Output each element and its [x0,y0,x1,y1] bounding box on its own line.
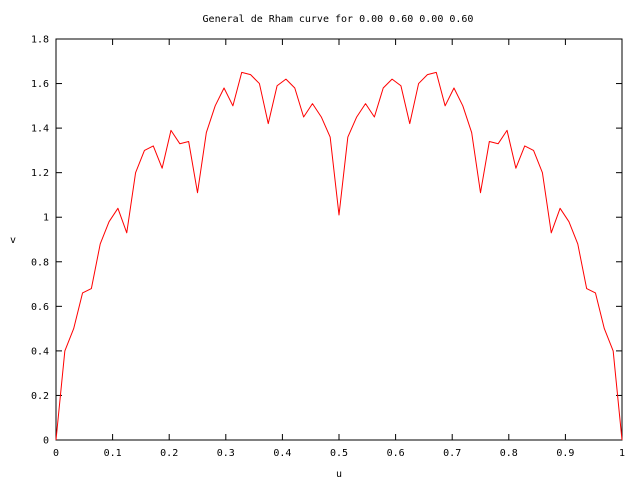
series-line-0 [55,71,623,441]
plot-area-frame [55,38,623,441]
x-tick-label: 0.1 [104,448,122,459]
x-tick-label: 0.3 [217,448,235,459]
y-tick-label: 1 [43,213,49,224]
y-tick-label: 1.4 [31,124,49,135]
y-tick-label: 0.4 [31,346,49,357]
y-tick-label: 1.6 [31,79,49,90]
y-tick-label: 0.6 [31,302,49,313]
x-tick-label: 0.8 [500,448,518,459]
series-layer [55,71,623,441]
x-axis-label: u [336,469,342,480]
x-tick-label: 0.6 [387,448,405,459]
y-tick-label: 1.2 [31,168,49,179]
x-tick-label: 0.5 [330,448,348,459]
y-tick-label: 0.2 [31,391,49,402]
x-tick-label: 1 [619,448,625,459]
y-tick-label: 0.8 [31,257,49,268]
y-axis-ticks: 0 0.2 0.4 0.6 0.8 1 1.2 1.4 1.6 1.8 [31,35,622,447]
y-tick-label: 1.8 [31,35,49,46]
x-tick-label: 0.9 [556,448,574,459]
y-tick-label: 0 [43,436,49,447]
x-tick-label: 0.4 [273,448,291,459]
x-axis-ticks: 0 0.1 0.2 0.3 0.4 0.5 0.6 0.7 0.8 0.9 1 [53,39,625,459]
chart-title: General de Rham curve for 0.00 0.60 0.00… [203,14,474,25]
x-tick-label: 0.2 [160,448,178,459]
x-tick-label: 0 [53,448,59,459]
y-axis-label: v [10,235,16,246]
x-tick-label: 0.7 [443,448,461,459]
